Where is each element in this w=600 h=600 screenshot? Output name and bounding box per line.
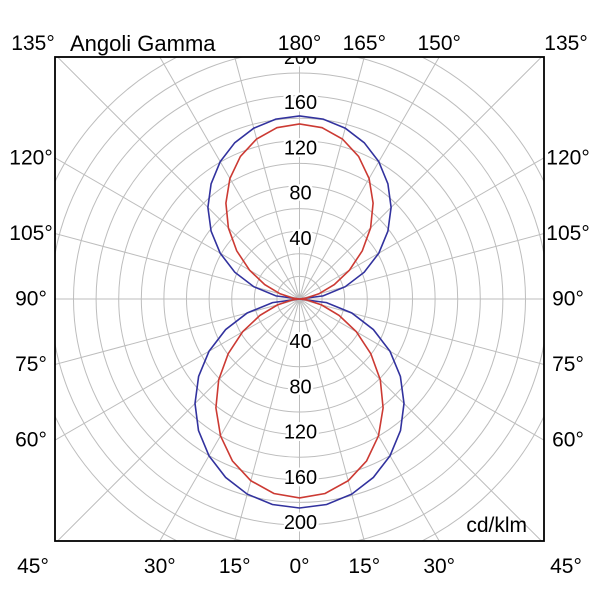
angle-label-top: 135°: [544, 32, 587, 55]
angle-label-bottom: 45°: [550, 555, 582, 578]
grid-ray: [159, 298, 300, 541]
intensity-curve-blue: [194, 115, 405, 509]
radial-tick-top: 80: [289, 183, 311, 205]
grid-ray: [55, 232, 300, 300]
angle-label-top: 180°: [278, 32, 321, 55]
angle-label-right: 120°: [546, 146, 589, 169]
grid-ray: [299, 57, 440, 300]
grid-ray: [299, 298, 440, 541]
radial-tick-bottom: 120: [284, 422, 317, 444]
radial-tick-top: 120: [284, 137, 317, 159]
angle-label-bottom: 30°: [423, 555, 455, 578]
angle-label-bottom: 45°: [17, 555, 49, 578]
radial-tick-top: 40: [289, 228, 311, 250]
radial-tick-bottom: 200: [284, 512, 317, 534]
grid-ray: [299, 298, 543, 541]
chart-title: Angoli Gamma: [70, 31, 216, 56]
angle-label-left: 105°: [9, 222, 52, 245]
angle-label-bottom: 15°: [219, 555, 251, 578]
gamma-angle-labels-layer: 135° 180° 165° 150° 135° 120° 105° 90° 75° 60° 120…: [9, 32, 589, 578]
grid-ray: [299, 232, 544, 300]
grid-ray: [55, 298, 300, 441]
grid-ray: [299, 298, 544, 366]
plot-border: [54, 56, 545, 542]
grid-ray: [159, 57, 300, 300]
angle-label-left: 90°: [15, 288, 47, 311]
intensity-curves-layer: [194, 115, 405, 509]
radial-tick-top: 200: [284, 47, 317, 69]
angle-label-bottom: 30°: [144, 555, 176, 578]
radial-tick-bottom: 40: [289, 331, 311, 353]
grid-ray: [299, 298, 365, 541]
angle-label-right: 90°: [552, 288, 584, 311]
radial-tick-top: 160: [284, 92, 317, 114]
angle-label-top: 150°: [417, 32, 460, 55]
grid-ray: [234, 298, 300, 541]
angle-label-top: 135°: [11, 32, 54, 55]
grid-ray: [299, 57, 365, 300]
grid-ray: [56, 57, 300, 300]
angle-label-right: 75°: [552, 353, 584, 376]
grid-ray: [299, 57, 543, 300]
grid-ray: [299, 157, 544, 300]
grid-ray: [56, 298, 300, 541]
radial-tick-labels-layer: 200 160 120 80 40 40 80 120 160 200: [281, 47, 319, 537]
angle-label-bottom: 0°: [289, 555, 309, 578]
angle-label-left: 75°: [15, 353, 47, 376]
grid-ray: [55, 298, 300, 366]
grid-ray: [234, 57, 300, 300]
unit-label: cd/klm: [466, 514, 527, 537]
angle-label-top: 165°: [343, 32, 386, 55]
angle-label-right: 105°: [546, 222, 589, 245]
angle-label-left: 120°: [9, 146, 52, 169]
angle-label-left: 60°: [15, 429, 47, 452]
angle-label-bottom: 15°: [348, 555, 380, 578]
radial-tick-bottom: 160: [284, 467, 317, 489]
grid-ray: [55, 157, 300, 300]
radial-tick-bottom: 80: [289, 376, 311, 398]
angle-label-right: 60°: [552, 429, 584, 452]
intensity-curve-red: [215, 123, 384, 499]
